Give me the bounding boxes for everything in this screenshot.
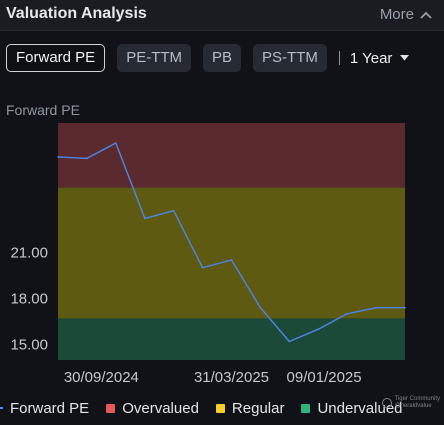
forward-pe-point (86, 157, 88, 160)
caret-down-icon (400, 55, 410, 61)
legend-item-forward-pe[interactable]: Forward PE (0, 400, 89, 417)
watermark: Tiger Community @heraldvalue (381, 396, 440, 410)
y-tick-label: 15.00 (10, 337, 48, 354)
header-bar: Valuation Analysis More (0, 0, 444, 31)
y-tick-label: 18.00 (10, 290, 48, 307)
legend-item-regular[interactable]: Regular (215, 399, 285, 417)
tab-divider (338, 51, 340, 65)
forward-pe-point (230, 259, 233, 261)
tab-ps-ttm[interactable]: PS-TTM (253, 44, 327, 72)
forward-pe-point (346, 313, 348, 315)
legend-swatch-undervalued (301, 403, 311, 413)
metric-tabs: Forward PE PE-TTM PB PS-TTM 1 Year (6, 44, 410, 72)
x-tick-label: 31/03/2025 (194, 369, 269, 386)
legend-swatch-regular (215, 403, 225, 413)
forward-pe-point (317, 328, 320, 331)
chart-legend: Forward PE Overvalued Regular Undervalue… (0, 398, 444, 418)
forward-pe-point (201, 266, 204, 269)
tab-forward-pe[interactable]: Forward PE (6, 44, 106, 72)
x-tick-label: 09/01/2025 (287, 369, 362, 386)
more-label: More (379, 6, 414, 23)
forward-pe-point (404, 306, 406, 309)
band-0 (58, 123, 405, 188)
panel-title: Valuation Analysis (6, 5, 147, 22)
chevron-up-icon (420, 11, 432, 19)
tiger-logo-icon (381, 398, 392, 408)
legend-label: Forward PE (10, 399, 90, 417)
legend-item-undervalued[interactable]: Undervalued (301, 399, 403, 417)
legend-swatch-overvalued (106, 403, 116, 413)
forward-pe-point (57, 156, 59, 158)
legend-label: Undervalued (317, 399, 403, 417)
forward-pe-point (143, 217, 146, 220)
forward-pe-point (115, 142, 117, 144)
legend-swatch-line (0, 407, 3, 409)
legend-item-overvalued[interactable]: Overvalued (106, 400, 199, 417)
band-2 (58, 318, 405, 360)
forward-pe-point (172, 209, 175, 212)
period-selector[interactable]: 1 Year (350, 50, 410, 67)
forward-pe-point (288, 340, 291, 343)
tab-pb[interactable]: PB (203, 44, 242, 72)
legend-label: Overvalued (122, 399, 199, 417)
tab-pe-ttm[interactable]: PE-TTM (117, 44, 192, 72)
watermark-line-1: Tiger Community (394, 396, 440, 402)
valuation-chart: 15.00 18.00 21.00 30/09/2024 31/03/2025 09/0… (10, 123, 406, 386)
band-1 (58, 187, 405, 319)
x-tick-label: 30/09/2024 (64, 369, 139, 386)
period-label: 1 Year (349, 49, 393, 67)
watermark-line-2: @heraldvalue (394, 403, 432, 409)
legend-label: Regular (231, 399, 285, 417)
forward-pe-point (259, 306, 262, 309)
forward-pe-point (375, 306, 377, 309)
more-button[interactable]: More (380, 6, 432, 23)
y-tick-label: 21.00 (10, 244, 48, 261)
chart-metric-label: Forward PE (6, 102, 80, 118)
